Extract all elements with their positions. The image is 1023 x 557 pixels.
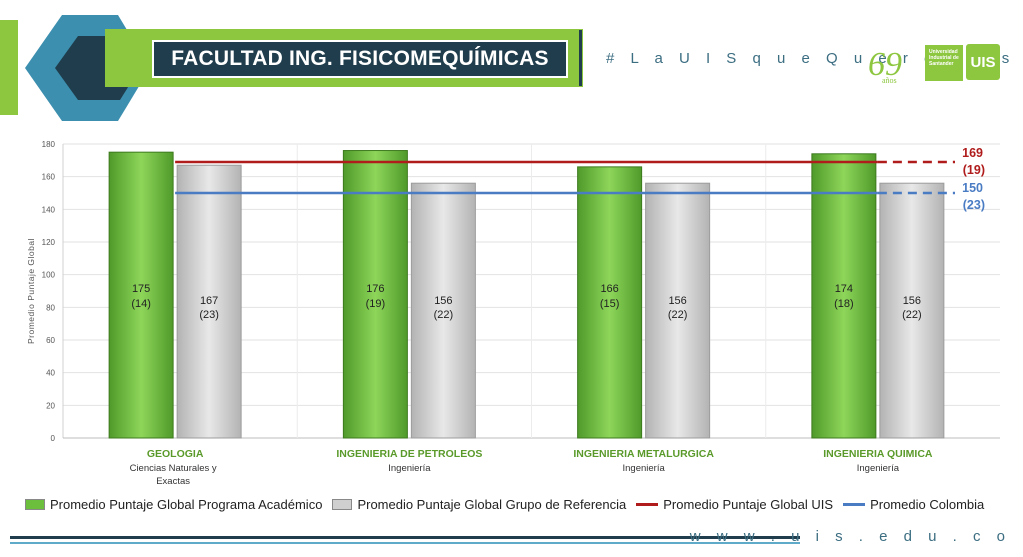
data-label-program: 175 [132,283,150,295]
data-label-program-count: (14) [131,298,151,310]
data-label-reference-count: (22) [434,309,454,321]
data-label-reference-count: (22) [902,309,922,321]
bar-reference [879,182,945,439]
bar-reference [176,164,242,439]
bar-chart: 0 20 40 60 80 100 120 140 160 180 Promedio Puntaje… [26,140,1000,487]
category-sublabel: Ingeniería [857,463,900,474]
legend-swatch-colombia [843,503,866,506]
reference-line-count: (23) [963,198,985,212]
data-label-reference-count: (22) [668,309,688,321]
y-tick-label: 100 [42,271,56,280]
y-tick-label: 140 [42,205,56,214]
anniversary-sub: años [882,76,897,85]
reference-line-value: 169 [962,146,983,160]
legend-label-uis: Promedio Puntaje Global UIS [663,497,834,512]
category-sublabel: Ingeniería [622,463,665,474]
y-tick-label: 180 [42,140,56,149]
category-sublabel-cont: Exactas [156,476,190,487]
reference-line-count: (19) [963,163,985,177]
legend-item-reference: Promedio Puntaje Global Grupo de Referen… [332,497,626,512]
anniversary-number: 69 [868,46,902,83]
legend-item-program: Promedio Puntaje Global Programa Académi… [25,497,322,512]
data-label-reference: 156 [668,295,686,307]
y-tick-label: 80 [46,303,55,312]
y-tick-label: 20 [46,401,55,410]
bar-program [342,150,408,439]
data-label-program: 166 [600,283,618,295]
legend-swatch-program [25,499,45,510]
hashtag-text: # L a U I S q u e Q u e r e m o s [606,50,1016,67]
y-axis-title: Promedio Puntaje Global [26,238,36,344]
anniversary-logo: 69 años [868,46,902,85]
data-label-reference: 167 [200,295,218,307]
y-tick-label: 120 [42,238,56,247]
category-label: INGENIERIA DE PETROLEOS [336,448,482,460]
y-tick-label: 0 [51,434,56,443]
legend-label-colombia: Promedio Colombia [870,497,985,512]
university-name-logo: Universidad Industrial de Santander [925,45,963,81]
data-label-program: 176 [366,283,384,295]
bar-program [577,166,643,439]
category-sublabel: Ingeniería [388,463,431,474]
uis-logo: UIS [966,44,1000,80]
header-divider [579,30,582,86]
data-label-reference: 156 [434,295,452,307]
legend-item-colombia: Promedio Colombia [843,497,984,512]
category-label: INGENIERIA QUIMICA [823,448,933,460]
bar-program [811,153,877,439]
footer-line-accent [10,542,800,544]
data-label-reference-count: (23) [199,309,219,321]
page-title: FACULTAD ING. FISICOMEQUÍMICAS [152,40,568,78]
category-label: INGENIERIA METALURGICA [573,448,714,460]
chart-legend: Promedio Puntaje Global Programa Académi… [25,497,1005,512]
legend-label-program: Promedio Puntaje Global Programa Académi… [50,497,323,512]
category-sublabel: Ciencias Naturales y [130,463,217,474]
footer-line [10,536,800,539]
category-label: GEOLOGIA [147,448,204,460]
reference-line-value: 150 [962,181,983,195]
legend-swatch-reference [332,499,353,510]
y-tick-label: 160 [42,173,56,182]
legend-label-reference: Promedio Puntaje Global Grupo de Referen… [357,497,627,512]
legend-item-uis: Promedio Puntaje Global UIS [636,497,833,512]
bar-program [108,151,174,439]
data-label-program: 174 [835,283,853,295]
data-label-program-count: (18) [834,298,854,310]
y-tick-label: 40 [46,369,55,378]
legend-swatch-uis [636,503,659,506]
footer-url: w w w . u i s . e d u . c o [689,528,1011,545]
y-tick-label: 60 [46,336,55,345]
data-label-program-count: (19) [366,298,386,310]
bar-reference [645,182,711,439]
data-label-program-count: (15) [600,298,620,310]
data-label-reference: 156 [903,295,921,307]
bar-reference [410,182,476,439]
